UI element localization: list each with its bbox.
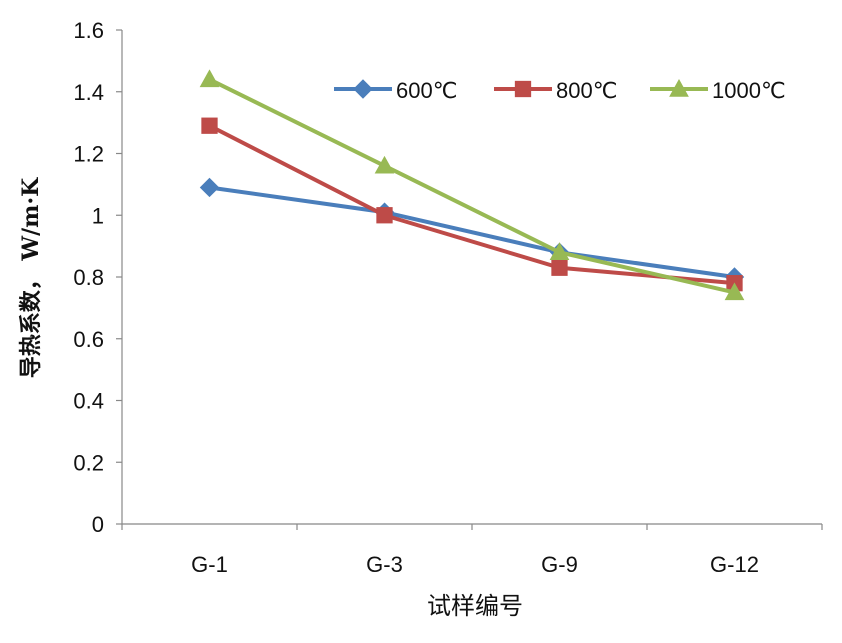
y-tick-label: 1.4: [73, 80, 104, 105]
x-axis-title: 试样编号: [427, 592, 523, 620]
y-tick-label: 0.4: [73, 389, 104, 414]
data-point: [199, 69, 220, 88]
legend-marker: [669, 78, 689, 97]
series-1: [201, 117, 743, 292]
series-line: [208, 123, 735, 286]
series-0: [199, 177, 745, 287]
x-tick-label: G-12: [710, 552, 759, 577]
legend-item: 1000℃: [650, 78, 786, 103]
x-tick-label: G-9: [541, 552, 578, 577]
series-line: [209, 185, 735, 279]
legend-item: 600℃: [334, 78, 457, 103]
y-tick-label: 1: [92, 203, 104, 228]
data-point: [199, 177, 220, 198]
legend-label: 1000℃: [712, 78, 786, 103]
series-layer: [199, 69, 745, 301]
axes: [121, 30, 822, 525]
y-tick-label: 1.6: [73, 18, 104, 43]
legend-item: 800℃: [494, 78, 617, 103]
data-point: [549, 242, 570, 260]
legend-label: 800℃: [556, 78, 617, 103]
data-point: [374, 155, 395, 174]
y-tick-label: 1.2: [73, 142, 104, 167]
data-point: [724, 282, 745, 301]
y-axis-title: 导热系数， W/m·K: [18, 177, 44, 378]
series-line: [208, 77, 735, 295]
data-point: [551, 259, 568, 276]
legend-label: 600℃: [396, 78, 457, 103]
x-axis-ticks: G-1 G-3 G-9 G-12: [121, 524, 823, 577]
x-tick-label: G-3: [366, 552, 403, 577]
y-tick-label: 0.8: [73, 265, 104, 290]
y-axis-ticks: 0 0.2 0.4 0.6 0.8 1 1.2 1.4 1.6: [73, 18, 122, 537]
data-point: [376, 207, 393, 224]
data-point: [201, 117, 218, 134]
y-tick-label: 0: [92, 512, 104, 537]
legend: 600℃ 800℃ 1000℃: [334, 78, 786, 103]
legend-marker: [514, 80, 532, 98]
series-2: [199, 69, 745, 301]
x-tick-label: G-1: [191, 552, 228, 577]
legend-marker: [353, 79, 373, 99]
y-tick-label: 0.6: [73, 327, 104, 352]
y-tick-label: 0.2: [73, 450, 104, 475]
